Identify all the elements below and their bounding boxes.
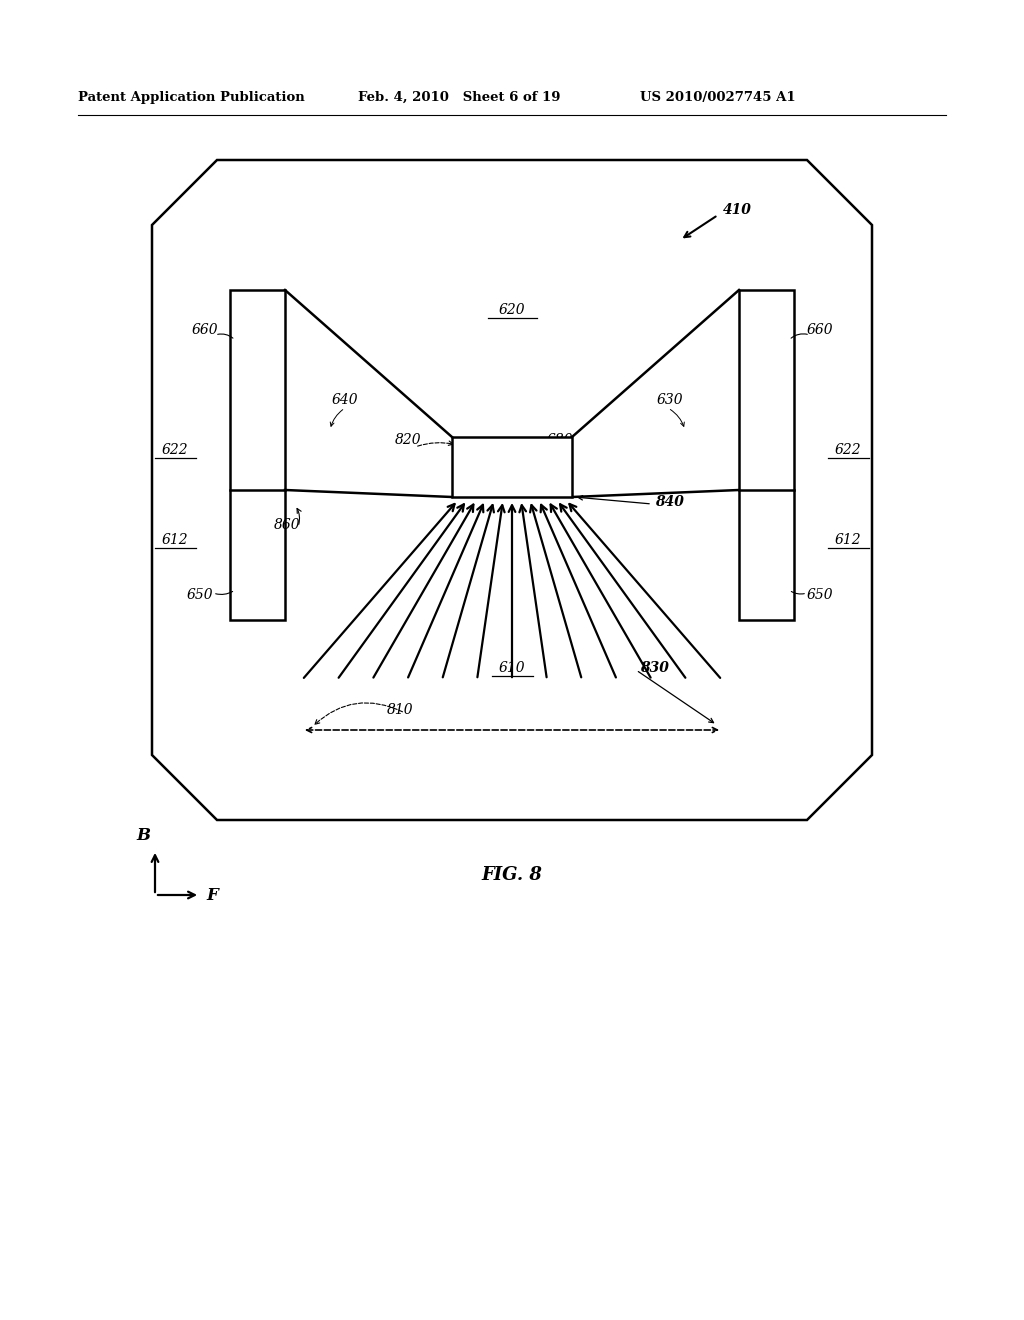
Text: 410: 410	[723, 203, 752, 216]
Text: Feb. 4, 2010   Sheet 6 of 19: Feb. 4, 2010 Sheet 6 of 19	[358, 91, 560, 103]
Text: 660: 660	[191, 323, 218, 337]
Text: 610: 610	[499, 661, 525, 675]
Text: 620: 620	[499, 304, 525, 317]
Text: 510: 510	[486, 469, 513, 482]
Text: 650: 650	[807, 587, 834, 602]
Polygon shape	[739, 290, 794, 620]
Text: 622: 622	[162, 444, 188, 457]
Text: 612: 612	[162, 533, 188, 546]
Text: FIG. 8: FIG. 8	[481, 866, 543, 884]
Text: B: B	[136, 828, 150, 843]
Text: 810: 810	[387, 704, 414, 717]
Text: 860: 860	[273, 517, 300, 532]
Text: 820: 820	[394, 433, 421, 447]
Text: 640: 640	[332, 393, 358, 407]
Text: 650: 650	[186, 587, 213, 602]
Text: 830: 830	[640, 661, 669, 675]
Text: 612: 612	[835, 533, 861, 546]
Text: F: F	[206, 887, 218, 904]
Text: US 2010/0027745 A1: US 2010/0027745 A1	[640, 91, 796, 103]
Polygon shape	[452, 437, 572, 498]
Text: 630: 630	[656, 393, 683, 407]
Text: 840: 840	[655, 495, 684, 510]
Text: Patent Application Publication: Patent Application Publication	[78, 91, 305, 103]
Polygon shape	[152, 160, 872, 820]
Text: 660: 660	[807, 323, 834, 337]
Text: 622: 622	[835, 444, 861, 457]
Text: 680: 680	[547, 433, 573, 447]
Polygon shape	[230, 290, 285, 620]
Text: 670: 670	[527, 483, 554, 498]
